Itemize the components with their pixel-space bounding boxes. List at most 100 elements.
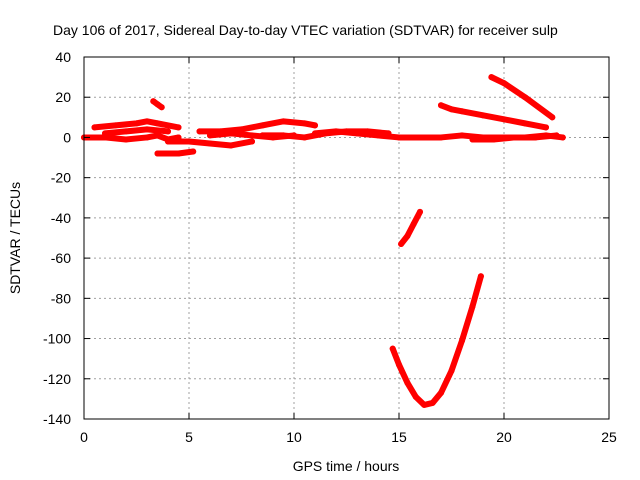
x-tick-label: 0 — [80, 429, 88, 445]
data-point — [238, 126, 245, 133]
data-point — [429, 399, 436, 406]
y-tick-label: -20 — [51, 170, 71, 186]
data-point — [501, 80, 507, 87]
data-point — [144, 134, 150, 141]
series-trace — [196, 118, 318, 135]
y-tick-label: -140 — [43, 411, 71, 427]
series-trace — [488, 74, 556, 121]
data-point — [511, 134, 518, 141]
x-tick-label: 15 — [391, 429, 407, 445]
series-trace — [154, 148, 197, 157]
data-point — [398, 241, 405, 248]
data-point — [154, 150, 161, 157]
data-point — [438, 134, 444, 141]
data-point — [312, 130, 318, 137]
data-point — [123, 128, 129, 135]
series-trace — [102, 126, 171, 137]
data-point — [421, 401, 428, 408]
data-point — [228, 142, 234, 149]
data-series — [81, 74, 566, 408]
data-point — [301, 134, 308, 141]
series-trace — [389, 273, 484, 408]
data-point — [158, 104, 165, 111]
y-tick-label: -120 — [43, 371, 71, 387]
y-tick-label: 40 — [55, 49, 71, 65]
data-point — [448, 106, 455, 113]
data-point — [501, 116, 507, 123]
y-tick-label: -40 — [51, 210, 71, 226]
data-point — [480, 112, 486, 119]
data-point — [396, 361, 402, 368]
data-point — [165, 128, 171, 135]
series-trace — [91, 118, 182, 131]
data-point — [133, 120, 140, 127]
data-point — [469, 136, 476, 143]
data-point — [175, 124, 182, 131]
y-tick-label: -60 — [51, 250, 71, 266]
grid-lines — [84, 57, 609, 419]
chart-title: Day 106 of 2017, Sidereal Day-to-day VTE… — [53, 22, 558, 38]
data-point — [154, 132, 161, 139]
data-point — [259, 122, 266, 129]
data-point — [102, 130, 108, 137]
series-trace — [438, 102, 549, 131]
data-point — [165, 138, 171, 145]
data-point — [333, 128, 339, 135]
y-tick-label: 20 — [55, 89, 71, 105]
data-point — [469, 303, 476, 310]
data-point — [144, 118, 150, 125]
data-point — [91, 124, 98, 131]
data-point — [175, 150, 182, 157]
data-point — [389, 345, 396, 352]
data-point — [459, 132, 465, 139]
data-point — [190, 148, 197, 155]
data-point — [522, 94, 528, 101]
data-point — [417, 134, 423, 141]
data-point — [312, 122, 318, 129]
data-point — [459, 337, 465, 344]
data-point — [259, 132, 266, 139]
data-point — [354, 130, 360, 137]
x-tick-label: 25 — [601, 429, 617, 445]
x-axis-label: GPS time / hours — [293, 458, 400, 474]
x-tick-label: 20 — [496, 429, 512, 445]
data-point — [438, 102, 444, 109]
data-point — [280, 132, 287, 139]
data-point — [543, 124, 549, 131]
data-point — [404, 232, 411, 239]
x-tick-label: 10 — [286, 429, 302, 445]
data-point — [186, 138, 192, 145]
data-point — [404, 379, 411, 386]
data-point — [207, 132, 213, 139]
y-axis-label: SDTVAR / TECUs — [7, 182, 23, 294]
data-point — [396, 134, 402, 141]
data-point — [459, 108, 465, 115]
data-point — [228, 130, 234, 137]
data-point — [448, 367, 455, 374]
data-point — [559, 134, 566, 141]
series-trace — [81, 132, 182, 143]
y-tick-label: 0 — [63, 129, 71, 145]
data-point — [150, 98, 157, 105]
data-point — [280, 118, 287, 125]
data-point — [490, 136, 497, 143]
data-point — [249, 138, 255, 145]
axis-ticks: 0 5 10 15 20 25 40 20 0 -20 -40 -60 -80 -100 -120 -140 — [43, 49, 617, 445]
x-tick-label: 5 — [185, 429, 193, 445]
y-tick-label: -80 — [51, 290, 71, 306]
data-point — [412, 393, 419, 400]
data-point — [165, 150, 171, 157]
data-point — [144, 126, 150, 133]
data-point — [410, 220, 417, 227]
data-point — [553, 132, 560, 139]
data-point — [532, 134, 539, 141]
data-point — [549, 114, 556, 121]
data-point — [123, 136, 129, 143]
data-point — [207, 140, 213, 147]
plot-frame — [83, 56, 610, 420]
data-point — [249, 132, 255, 139]
data-point — [417, 208, 423, 215]
data-point — [477, 273, 484, 280]
data-point — [154, 120, 161, 127]
